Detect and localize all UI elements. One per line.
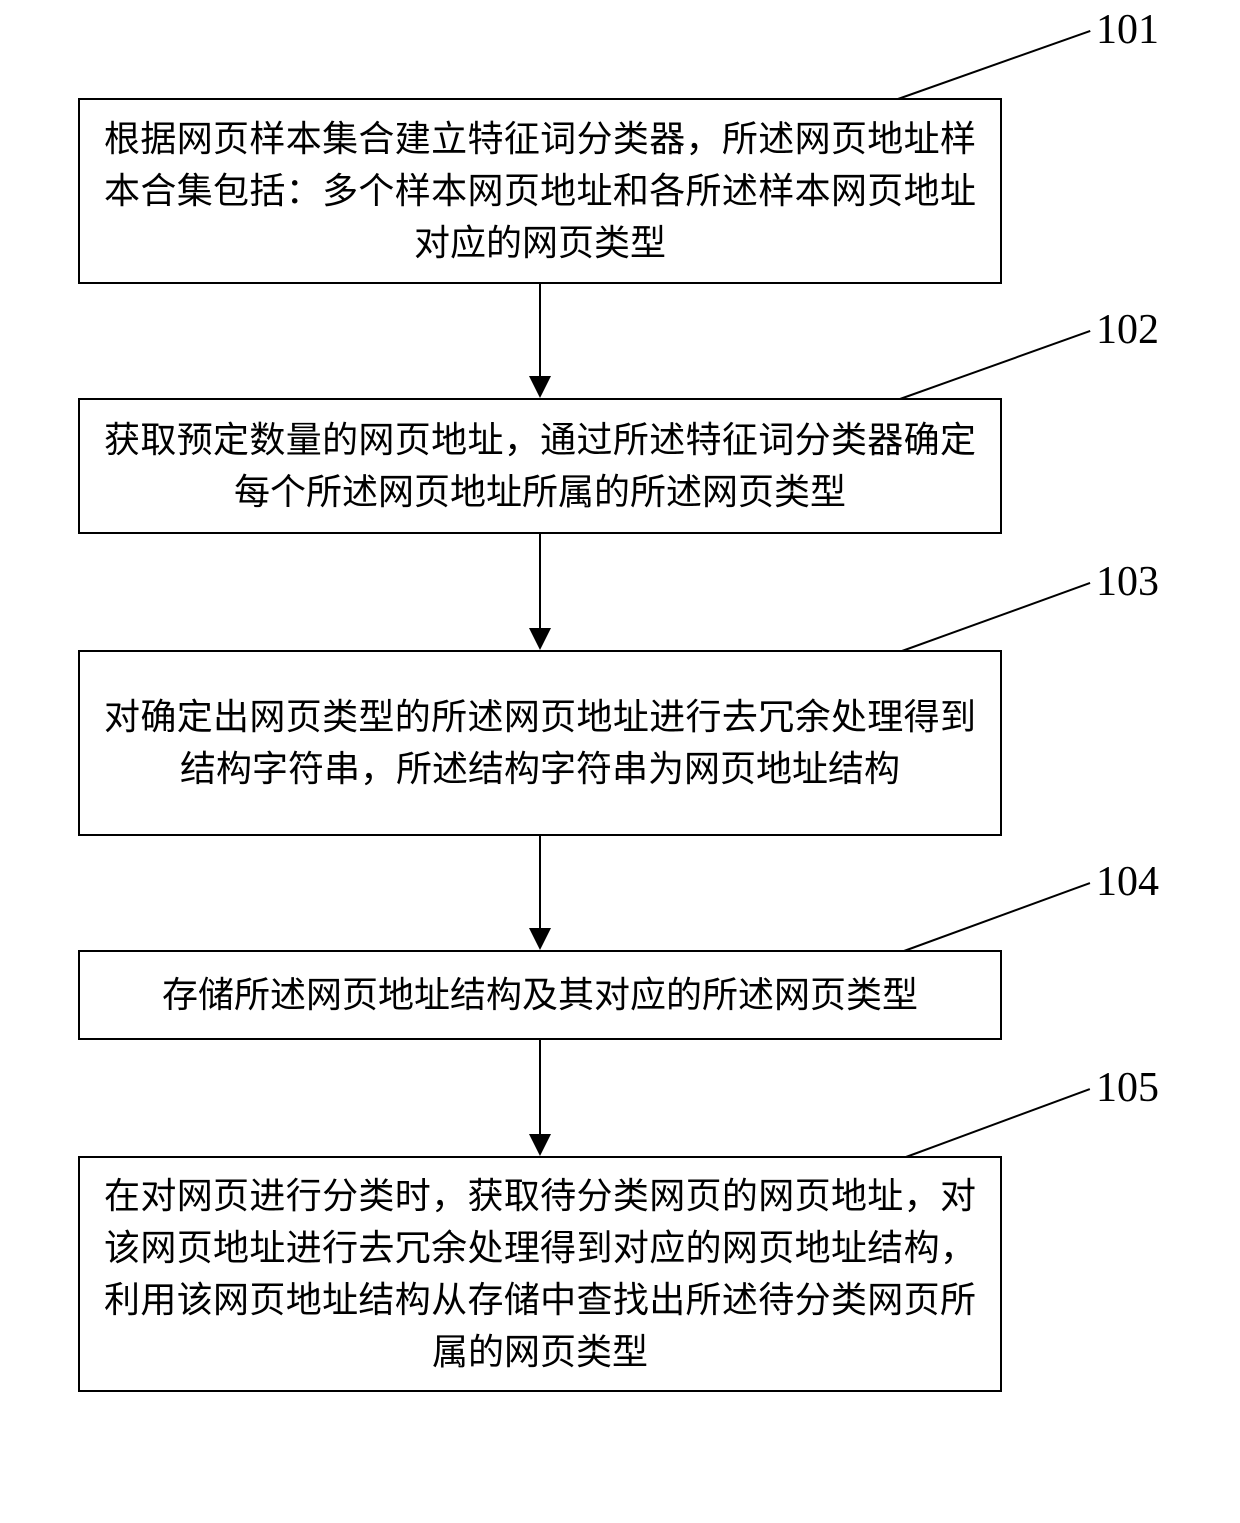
flow-label-102: 102 (1096, 306, 1159, 354)
arrow-1-2-line (539, 284, 541, 376)
callout-104 (904, 882, 1091, 952)
arrow-4-5-line (539, 1040, 541, 1134)
flow-node-101-text: 根据网页样本集合建立特征词分类器，所述网页地址样本合集包括：多个样本网页地址和各… (104, 113, 976, 270)
flow-label-101: 101 (1096, 6, 1159, 54)
callout-101 (898, 30, 1091, 100)
flow-node-102: 获取预定数量的网页地址，通过所述特征词分类器确定每个所述网页地址所属的所述网页类… (78, 398, 1002, 534)
flow-node-103: 对确定出网页类型的所述网页地址进行去冗余处理得到结构字符串，所述结构字符串为网页… (78, 650, 1002, 836)
arrow-3-4-line (539, 836, 541, 928)
flow-node-105-text: 在对网页进行分类时，获取待分类网页的网页地址，对该网页地址进行去冗余处理得到对应… (104, 1170, 976, 1379)
arrow-4-5-head (529, 1134, 551, 1156)
callout-103 (902, 582, 1091, 652)
flow-node-102-text: 获取预定数量的网页地址，通过所述特征词分类器确定每个所述网页地址所属的所述网页类… (104, 414, 976, 518)
flow-label-105: 105 (1096, 1064, 1159, 1112)
arrow-1-2-head (529, 376, 551, 398)
flow-label-103: 103 (1096, 558, 1159, 606)
callout-102 (900, 330, 1091, 400)
flowchart-canvas: 根据网页样本集合建立特征词分类器，所述网页地址样本合集包括：多个样本网页地址和各… (0, 0, 1240, 1523)
callout-105 (906, 1088, 1091, 1158)
flow-node-103-text: 对确定出网页类型的所述网页地址进行去冗余处理得到结构字符串，所述结构字符串为网页… (104, 691, 976, 795)
arrow-2-3-head (529, 628, 551, 650)
arrow-2-3-line (539, 534, 541, 628)
flow-node-104-text: 存储所述网页地址结构及其对应的所述网页类型 (162, 969, 918, 1021)
flow-node-101: 根据网页样本集合建立特征词分类器，所述网页地址样本合集包括：多个样本网页地址和各… (78, 98, 1002, 284)
flow-label-104: 104 (1096, 858, 1159, 906)
arrow-3-4-head (529, 928, 551, 950)
flow-node-105: 在对网页进行分类时，获取待分类网页的网页地址，对该网页地址进行去冗余处理得到对应… (78, 1156, 1002, 1392)
flow-node-104: 存储所述网页地址结构及其对应的所述网页类型 (78, 950, 1002, 1040)
